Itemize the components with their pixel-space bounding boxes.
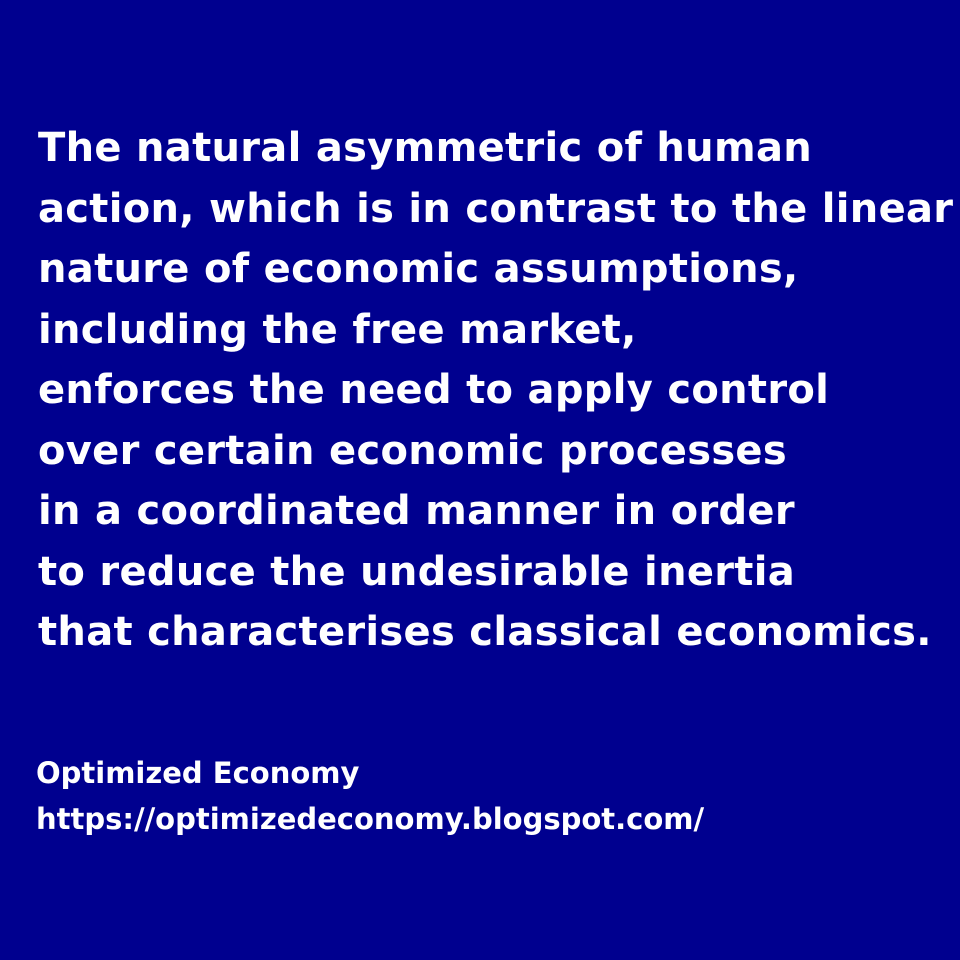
quote-text: The natural asymmetric of human action, … xyxy=(38,118,953,663)
signature: Optimized Economy https://optimizedecono… xyxy=(36,750,704,842)
quote-line: including the free market, xyxy=(38,306,637,353)
quote-line: nature of economic assumptions, xyxy=(38,246,799,292)
signature-name: Optimized Economy xyxy=(36,756,360,790)
quote-line: enforces the need to apply control xyxy=(38,367,830,413)
quote-line: that characterises classical economics. xyxy=(38,609,932,655)
quote-line: over certain economic processes xyxy=(38,427,787,474)
quote-line: in a coordinated manner in order xyxy=(38,488,795,534)
signature-url: https://optimizedeconomy.blogspot.com/ xyxy=(36,802,705,836)
quote-line: The natural asymmetric of human xyxy=(38,125,813,171)
quote-line: to reduce the undesirable inertia xyxy=(38,548,796,595)
quote-line: action, which is in contrast to the line… xyxy=(38,185,954,232)
